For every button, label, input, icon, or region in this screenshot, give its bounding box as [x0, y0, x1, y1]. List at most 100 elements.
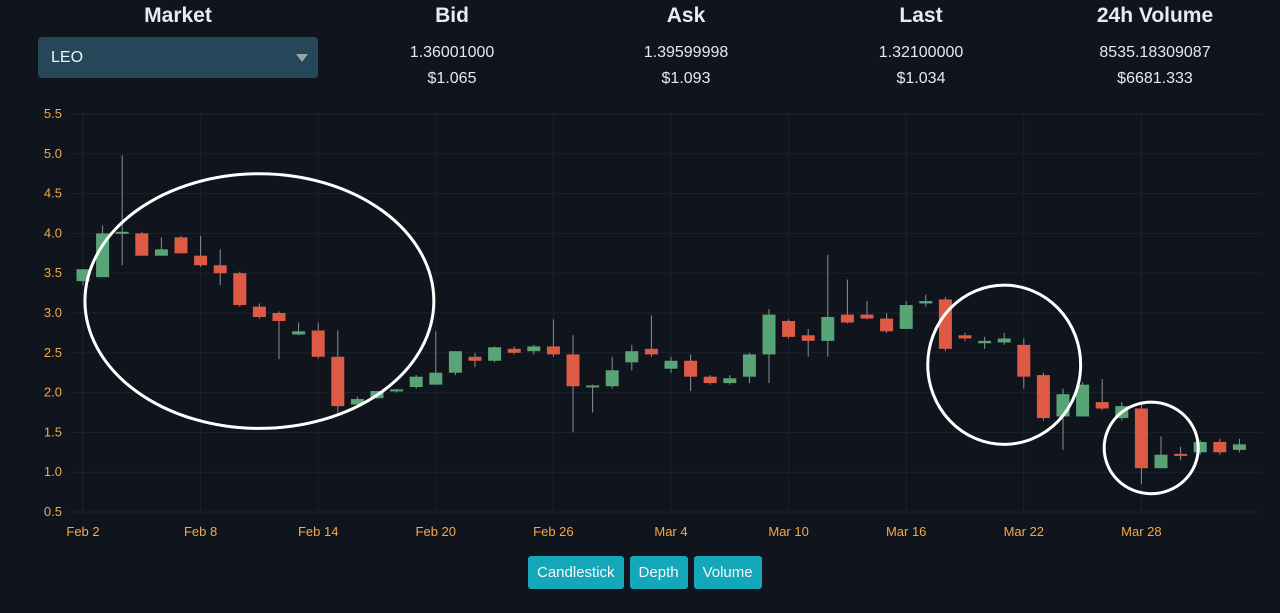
candle: [213, 249, 227, 286]
market-title: Market: [144, 4, 212, 27]
volume-usd: $6681.333: [1117, 70, 1193, 87]
y-axis: 0.5 1.0 1.5 2.0 2.5 3.0 3.5 4.0 4.5 5.0 5.5: [44, 106, 62, 519]
candle: [880, 313, 894, 333]
candle: [331, 330, 345, 413]
candle-body-down: [311, 330, 325, 357]
candle: [96, 225, 110, 278]
candle: [644, 315, 658, 357]
candle-body-up: [448, 351, 462, 373]
candles: [76, 155, 1246, 485]
candle-body-down: [252, 306, 266, 317]
candle-body-up: [350, 398, 364, 405]
candle-body-down: [703, 376, 717, 384]
candle-body-up: [919, 301, 933, 304]
candle-body-down: [684, 360, 698, 377]
candle: [782, 319, 796, 339]
candle: [801, 328, 815, 357]
candle: [1134, 404, 1148, 485]
last-title: Last: [899, 4, 943, 27]
y-tick-label: 3.5: [44, 265, 62, 280]
candle: [292, 322, 306, 336]
bid-value: 1.36001000: [409, 44, 495, 61]
candle-body-down: [860, 314, 874, 319]
candle: [1095, 379, 1109, 411]
x-axis: Feb 2 Feb 8 Feb 14 Feb 20 Feb 26 Mar 4 Mar 10 M…: [66, 524, 1161, 539]
candle-body-down: [194, 255, 208, 266]
candle-body-up: [96, 233, 110, 278]
candle-body-down: [213, 265, 227, 274]
candle: [468, 352, 482, 368]
header-volume: 24h Volume 8535.18309087 $6681.333: [1035, 4, 1275, 90]
candle-body-down: [840, 314, 854, 323]
candle-body-up: [605, 370, 619, 387]
candle-body-down: [782, 320, 796, 337]
header-ask: Ask 1.39599998 $1.093: [566, 4, 806, 90]
y-tick-label: 2.0: [44, 385, 62, 400]
y-tick-label: 4.0: [44, 225, 62, 240]
header-bid: Bid 1.36001000 $1.065: [332, 4, 572, 90]
candle: [605, 356, 619, 389]
candle-body-up: [1076, 384, 1090, 417]
candle: [1017, 338, 1031, 389]
bid-usd: $1.065: [427, 70, 477, 87]
candle-body-down: [507, 348, 521, 353]
candle: [507, 346, 521, 355]
y-tick-label: 1.5: [44, 424, 62, 439]
candle: [115, 155, 129, 266]
candle: [448, 351, 462, 376]
x-tick-label: Feb 26: [533, 524, 573, 539]
candle-body-up: [527, 346, 541, 352]
candle-body-down: [272, 313, 286, 321]
ask-value: 1.39599998: [643, 44, 729, 61]
candlestick-button[interactable]: Candlestick: [528, 556, 624, 589]
candle-body-down: [1174, 453, 1188, 456]
candle-body-up: [899, 305, 913, 329]
candle: [586, 384, 600, 413]
candle: [194, 235, 208, 267]
candle: [1036, 372, 1050, 421]
candle: [1076, 382, 1090, 417]
candle-body-up: [390, 389, 404, 392]
candle-body-down: [801, 335, 815, 341]
y-tick-label: 5.0: [44, 146, 62, 161]
x-tick-label: Mar 16: [886, 524, 926, 539]
candle-body-down: [958, 335, 972, 339]
candle-body-down: [880, 318, 894, 332]
candle-body-up: [409, 376, 423, 388]
annotation-circle: [1102, 400, 1200, 496]
depth-button[interactable]: Depth: [629, 556, 688, 589]
candle: [566, 335, 580, 433]
candle-body-up: [625, 351, 639, 363]
candle: [390, 388, 404, 393]
y-tick-label: 0.5: [44, 504, 62, 519]
candle-body-down: [644, 348, 658, 355]
candle: [311, 322, 325, 359]
x-tick-label: Feb 8: [184, 524, 217, 539]
x-tick-label: Feb 2: [66, 524, 99, 539]
candle: [1193, 440, 1207, 455]
candle-body-down: [566, 354, 580, 387]
y-tick-label: 2.5: [44, 345, 62, 360]
candle: [1232, 438, 1246, 453]
candle: [899, 301, 913, 329]
candle: [958, 332, 972, 341]
candle: [174, 235, 188, 254]
candle-body-up: [1056, 394, 1070, 417]
volume-value: 8535.18309087: [1099, 44, 1211, 61]
candle: [703, 375, 717, 385]
candle-body-down: [468, 356, 482, 361]
market-select[interactable]: LEO: [38, 37, 318, 78]
volume-button[interactable]: Volume: [693, 556, 762, 589]
volume-title: 24h Volume: [1096, 4, 1214, 27]
candle-body-down: [174, 237, 188, 254]
candle: [252, 303, 266, 319]
candle: [135, 231, 149, 256]
ask-title: Ask: [666, 4, 706, 27]
candle-body-up: [76, 269, 90, 282]
chevron-down-icon: [296, 54, 308, 62]
candle: [840, 279, 854, 324]
candle: [527, 344, 541, 355]
candle-body-down: [546, 346, 560, 355]
candle: [546, 319, 560, 357]
